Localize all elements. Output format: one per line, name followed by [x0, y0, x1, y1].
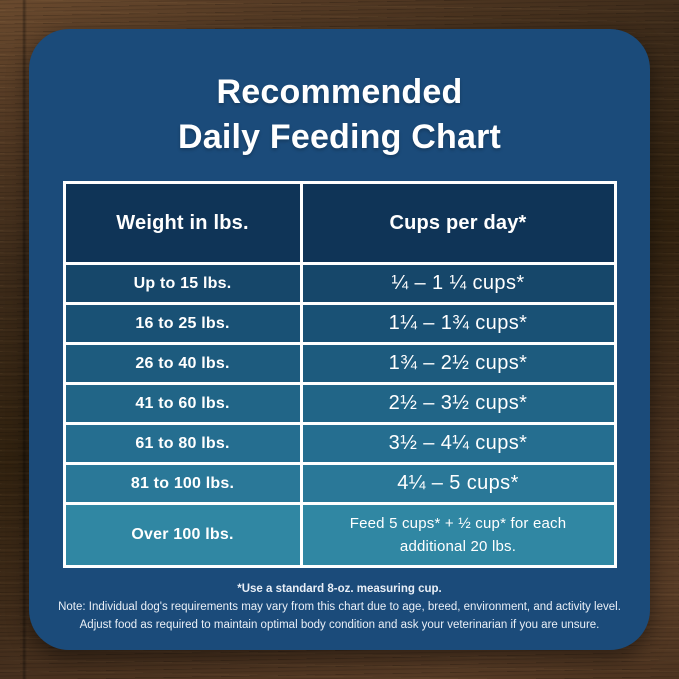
page-title-line2: Daily Feeding Chart [177, 118, 502, 157]
weight-cell-row7: Over 100 lbs. [65, 505, 300, 566]
weight-cell-row4: 41 to 60 lbs. [65, 385, 300, 423]
note-line-1: Note: Individual dog's requirements may … [58, 601, 621, 614]
page-title-line1: Recommended [216, 73, 463, 111]
cups-cell-row5: 3½ – 4¼ cups* [302, 425, 614, 463]
page-title: Recommended Daily Feeding Chart [29, 70, 650, 160]
cups-cell-row6: 4¼ – 5 cups* [302, 465, 614, 503]
cups-cell-row7: Feed 5 cups* + ½ cup* for each additiona… [302, 505, 614, 566]
footnotes: *Use a standard 8-oz. measuring cup. Not… [29, 583, 650, 634]
note-line-2: Adjust food as required to maintain opti… [79, 618, 600, 631]
cups-cell-row2: 1¼ – 1¾ cups* [302, 305, 614, 343]
header-cell-weight: Weight in lbs. [65, 184, 300, 263]
cups-cell-row1: ¼ – 1 ¼ cups* [302, 265, 614, 303]
weight-cell-row1: Up to 15 lbs. [65, 265, 300, 303]
weight-cell-row6: 81 to 100 lbs. [65, 465, 300, 503]
weight-cell-row3: 26 to 40 lbs. [65, 345, 300, 383]
weight-cell-row5: 61 to 80 lbs. [65, 425, 300, 463]
footnote-measuring-cup: *Use a standard 8-oz. measuring cup. [237, 583, 442, 596]
cups-cell-row7-text: Feed 5 cups* + ½ cup* for each additiona… [349, 515, 567, 556]
cups-cell-row4: 2½ – 3½ cups* [302, 385, 614, 423]
feeding-chart-card: Recommended Daily Feeding Chart Weight i… [29, 29, 650, 650]
feeding-table: Weight in lbs. Cups per day* Up to 15 lb… [62, 181, 617, 569]
footnote-disclaimer: Note: Individual dog's requirements may … [29, 599, 650, 634]
cups-cell-row3: 1¾ – 2½ cups* [302, 345, 614, 383]
header-cell-cups: Cups per day* [302, 184, 614, 263]
weight-cell-row2: 16 to 25 lbs. [65, 305, 300, 343]
